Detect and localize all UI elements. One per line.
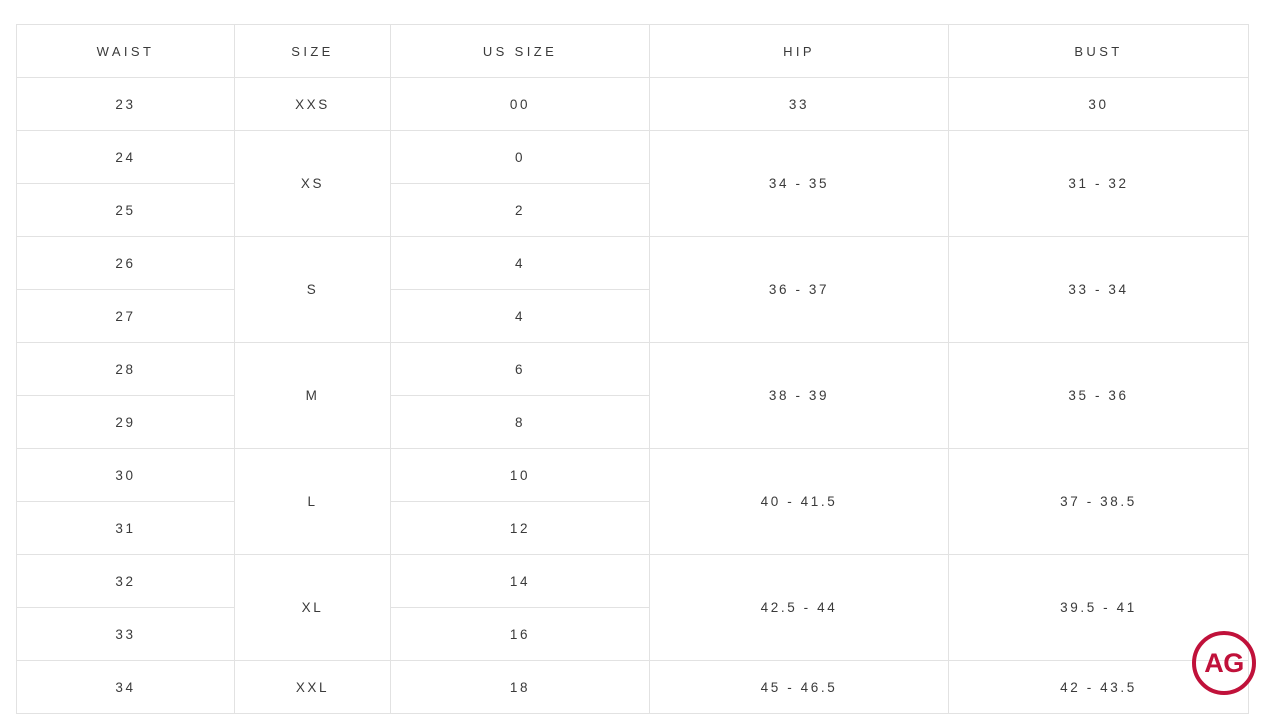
cell-waist: 24 — [16, 130, 235, 184]
cell-hip: 38 - 39 — [649, 342, 949, 449]
cell-us-size: 0 — [390, 130, 650, 184]
cell-us-size: 8 — [390, 395, 650, 449]
cell-waist: 33 — [16, 607, 235, 661]
cell-hip: 40 - 41.5 — [649, 448, 949, 555]
cell-size: XXL — [234, 660, 391, 714]
cell-us-size: 6 — [390, 342, 650, 396]
cell-size: XXS — [234, 77, 391, 131]
cell-waist: 29 — [16, 395, 235, 449]
header-row: WAIST SIZE US SIZE HIP BUST — [16, 24, 1249, 78]
cell-hip: 34 - 35 — [649, 130, 949, 237]
cell-bust: 33 - 34 — [948, 236, 1249, 343]
cell-size: XL — [234, 554, 391, 661]
cell-us-size: 16 — [390, 607, 650, 661]
cell-us-size: 00 — [390, 77, 650, 131]
table-row: 26 S 4 36 - 37 33 - 34 — [16, 236, 1249, 343]
cell-bust: 39.5 - 41 — [948, 554, 1249, 661]
table-row: 33 16 — [16, 607, 1249, 661]
table-row: 29 8 — [16, 395, 1249, 449]
cell-bust: 31 - 32 — [948, 130, 1249, 237]
cell-bust: 42 - 43.5 — [948, 660, 1249, 714]
column-header-size: SIZE — [234, 24, 391, 78]
table-row: 25 2 — [16, 183, 1249, 237]
cell-us-size: 4 — [390, 289, 650, 343]
cell-bust: 35 - 36 — [948, 342, 1249, 449]
cell-size: M — [234, 342, 391, 449]
table-row: 27 4 — [16, 289, 1249, 343]
table-row: 23 XXS 00 33 30 — [16, 77, 1249, 131]
cell-bust: 37 - 38.5 — [948, 448, 1249, 555]
table-row: 24 XS 0 34 - 35 31 - 32 — [16, 130, 1249, 237]
column-header-us-size: US SIZE — [390, 24, 650, 78]
table-row: 32 XL 14 42.5 - 44 39.5 - 41 — [16, 554, 1249, 661]
cell-us-size: 18 — [390, 660, 650, 714]
cell-us-size: 14 — [390, 554, 650, 608]
cell-us-size: 10 — [390, 448, 650, 502]
cell-hip: 33 — [649, 77, 949, 131]
table-body: 23 XXS 00 33 30 24 XS 0 34 - 35 31 - 32 25 2 26 S 4 36 … — [16, 77, 1249, 714]
cell-waist: 23 — [16, 77, 235, 131]
table-row: 30 L 10 40 - 41.5 37 - 38.5 — [16, 448, 1249, 555]
size-chart-table: WAIST SIZE US SIZE HIP BUST 23 XXS 00 33 30 2… — [16, 24, 1249, 714]
table-header: WAIST SIZE US SIZE HIP BUST — [16, 24, 1249, 78]
table-row: 31 12 — [16, 501, 1249, 555]
column-header-waist: WAIST — [16, 24, 235, 78]
cell-size: XS — [234, 130, 391, 237]
cell-waist: 26 — [16, 236, 235, 290]
cell-bust: 30 — [948, 77, 1249, 131]
column-header-hip: HIP — [649, 24, 949, 78]
cell-size: L — [234, 448, 391, 555]
size-chart-container: WAIST SIZE US SIZE HIP BUST 23 XXS 00 33 30 2… — [16, 24, 1249, 714]
cell-waist: 34 — [16, 660, 235, 714]
column-header-bust: BUST — [948, 24, 1249, 78]
table-row: 34 XXL 18 45 - 46.5 42 - 43.5 — [16, 660, 1249, 714]
cell-waist: 27 — [16, 289, 235, 343]
cell-waist: 32 — [16, 554, 235, 608]
cell-hip: 45 - 46.5 — [649, 660, 949, 714]
table-row: 28 M 6 38 - 39 35 - 36 — [16, 342, 1249, 449]
cell-us-size: 12 — [390, 501, 650, 555]
cell-hip: 42.5 - 44 — [649, 554, 949, 661]
cell-us-size: 4 — [390, 236, 650, 290]
cell-waist: 31 — [16, 501, 235, 555]
cell-hip: 36 - 37 — [649, 236, 949, 343]
cell-waist: 28 — [16, 342, 235, 396]
cell-waist: 30 — [16, 448, 235, 502]
cell-size: S — [234, 236, 391, 343]
cell-waist: 25 — [16, 183, 235, 237]
cell-us-size: 2 — [390, 183, 650, 237]
